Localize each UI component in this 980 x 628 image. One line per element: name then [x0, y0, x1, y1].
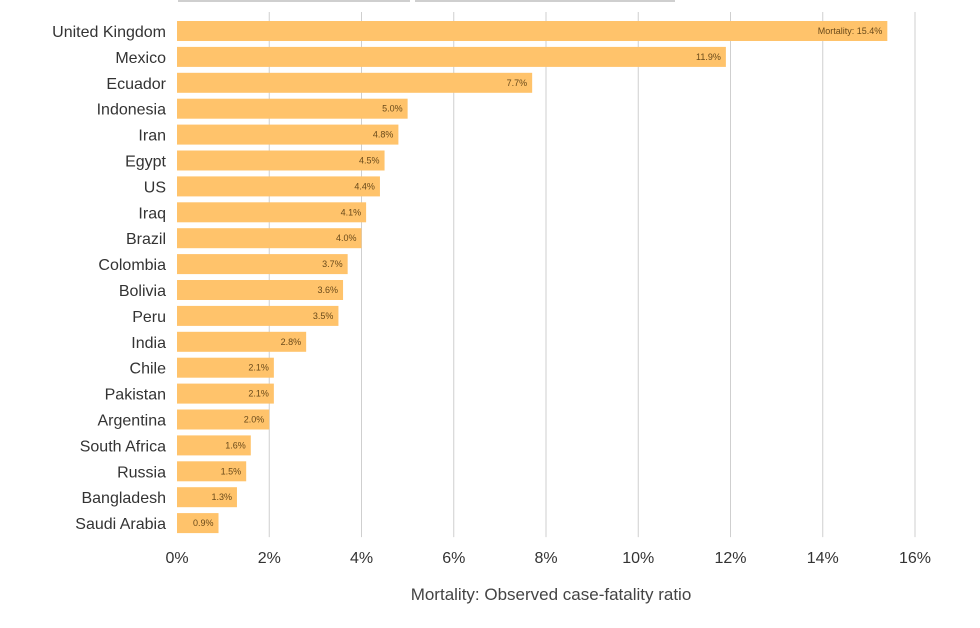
data-label: 4.0%: [336, 233, 357, 243]
data-label: 11.9%: [696, 52, 721, 62]
x-tick-label: 6%: [442, 550, 465, 567]
bar[interactable]: [177, 150, 385, 171]
data-label: 1.6%: [225, 440, 246, 450]
data-label: 1.3%: [211, 492, 232, 502]
data-label: 2.1%: [248, 363, 269, 373]
data-label: 4.4%: [354, 181, 375, 191]
category-label: United Kingdom: [52, 24, 166, 41]
x-axis-ticks: 0% 2% 4% 6% 8% 10% 12% 14% 16%: [165, 550, 931, 567]
x-tick-label: 4%: [350, 550, 373, 567]
x-tick-label: 12%: [714, 550, 746, 567]
bar[interactable]: [177, 461, 247, 482]
bar[interactable]: [177, 383, 274, 404]
x-tick-label: 10%: [622, 550, 654, 567]
data-label: 3.6%: [318, 285, 339, 295]
data-label: 3.5%: [313, 311, 334, 321]
bar[interactable]: [177, 46, 726, 67]
category-label: Bangladesh: [81, 490, 166, 507]
category-label: Mexico: [115, 50, 166, 67]
x-tick-label: 0%: [165, 550, 188, 567]
data-label: 5.0%: [382, 104, 403, 114]
data-label: 0.9%: [193, 518, 214, 528]
x-tick-label: 2%: [258, 550, 281, 567]
bar[interactable]: [177, 435, 251, 456]
category-label: Iran: [138, 128, 166, 145]
category-label: Bolivia: [119, 283, 166, 300]
bar[interactable]: [177, 98, 408, 119]
category-label: Peru: [132, 309, 166, 326]
data-label: 2.8%: [281, 337, 302, 347]
category-label: South Africa: [80, 438, 166, 455]
bar[interactable]: [177, 124, 399, 145]
category-label: Pakistan: [105, 387, 166, 404]
x-tick-label: 16%: [899, 550, 931, 567]
data-label: 4.5%: [359, 156, 380, 166]
bar[interactable]: [177, 513, 219, 534]
category-label: Russia: [117, 464, 166, 481]
data-label: Mortality: 15.4%: [818, 26, 883, 36]
category-label: Argentina: [98, 413, 167, 430]
category-label: US: [144, 179, 166, 196]
category-label: India: [131, 335, 166, 352]
bar[interactable]: [177, 202, 367, 223]
bar[interactable]: [177, 72, 533, 93]
bar[interactable]: [177, 228, 362, 249]
category-label: Saudi Arabia: [75, 516, 166, 533]
bar[interactable]: [177, 280, 344, 300]
category-label: Colombia: [98, 257, 166, 274]
category-labels: United Kingdom Mexico Ecuador Indonesia Iran…: [52, 24, 167, 533]
tab-indicator-right[interactable]: [415, 0, 675, 2]
bar[interactable]: [177, 21, 888, 41]
x-tick-label: 8%: [534, 550, 557, 567]
data-label: 4.1%: [341, 207, 362, 217]
bar[interactable]: [177, 409, 270, 430]
bar[interactable]: [177, 487, 237, 508]
bar[interactable]: [177, 305, 339, 326]
tab-indicator-left[interactable]: [178, 0, 410, 2]
bar[interactable]: [177, 254, 348, 275]
category-label: Chile: [130, 361, 167, 378]
bar[interactable]: [177, 176, 380, 197]
category-label: Indonesia: [97, 102, 166, 119]
data-label: 1.5%: [221, 466, 242, 476]
category-label: Brazil: [126, 231, 166, 248]
data-label: 2.0%: [244, 415, 265, 425]
gridlines: [268, 12, 916, 538]
x-tick-label: 14%: [807, 550, 839, 567]
category-label: Egypt: [125, 154, 166, 171]
bar[interactable]: [177, 331, 307, 352]
data-label: 7.7%: [507, 78, 528, 88]
data-label: 4.8%: [373, 130, 394, 140]
bars: Mortality: 15.4% 11.9% 7.7% 5.0% 4.8% 4.5% 4.4…: [177, 21, 888, 534]
x-axis-title: Mortality: Observed case-fatality ratio: [411, 585, 692, 604]
data-label: 3.7%: [322, 259, 343, 269]
data-label: 2.1%: [248, 389, 269, 399]
category-label: Ecuador: [106, 76, 166, 93]
category-label: Iraq: [138, 205, 166, 222]
bar[interactable]: [177, 357, 274, 378]
